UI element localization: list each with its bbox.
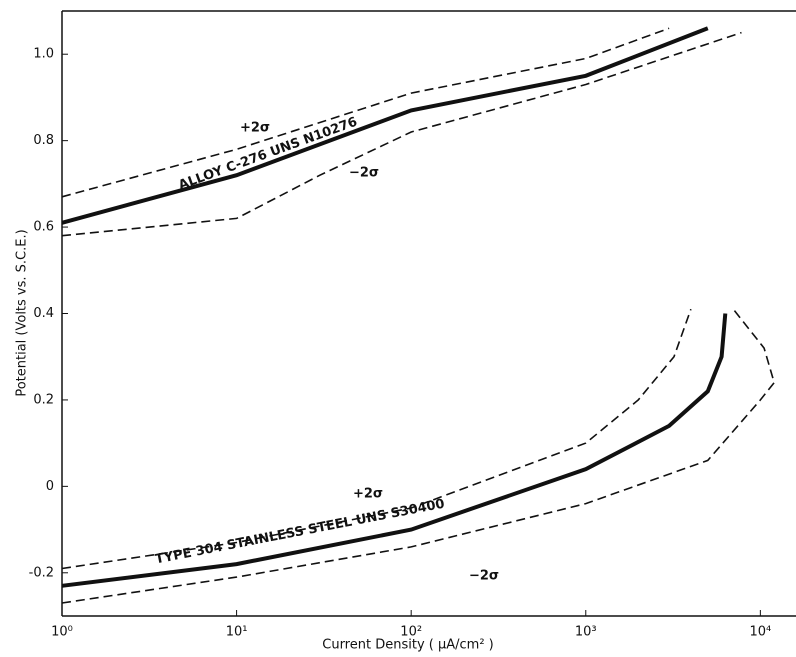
y-tick-label: -0.2 [29,565,54,580]
y-tick-label: 0.4 [33,306,54,321]
x-tick-label: 10¹ [226,625,248,640]
x-axis-label: Current Density ( μA/cm² ) [322,638,494,653]
y-tick-label: 0.6 [33,220,54,235]
y-tick-label: 0 [46,479,54,494]
annotation: −2σ [349,166,379,181]
x-tick-label: 10⁴ [749,625,771,640]
chart: Potential (Volts vs. S.C.E.) Current Den… [0,0,796,657]
mean-line [62,28,708,223]
annotation: +2σ [353,487,383,502]
annotation: −2σ [469,569,499,584]
x-tick-label: 10⁰ [51,625,73,640]
x-tick-label: 10³ [575,625,597,640]
y-axis-label: Potential (Volts vs. S.C.E.) [15,229,30,396]
annotation: +2σ [240,121,270,136]
y-tick-label: 0.8 [33,133,54,148]
y-tick-label: 1.0 [33,47,54,62]
x-tick-label: 10² [400,625,422,640]
band-line [62,309,691,568]
y-tick-label: 0.2 [33,392,54,407]
mean-line [62,314,725,586]
band-line [62,33,742,236]
